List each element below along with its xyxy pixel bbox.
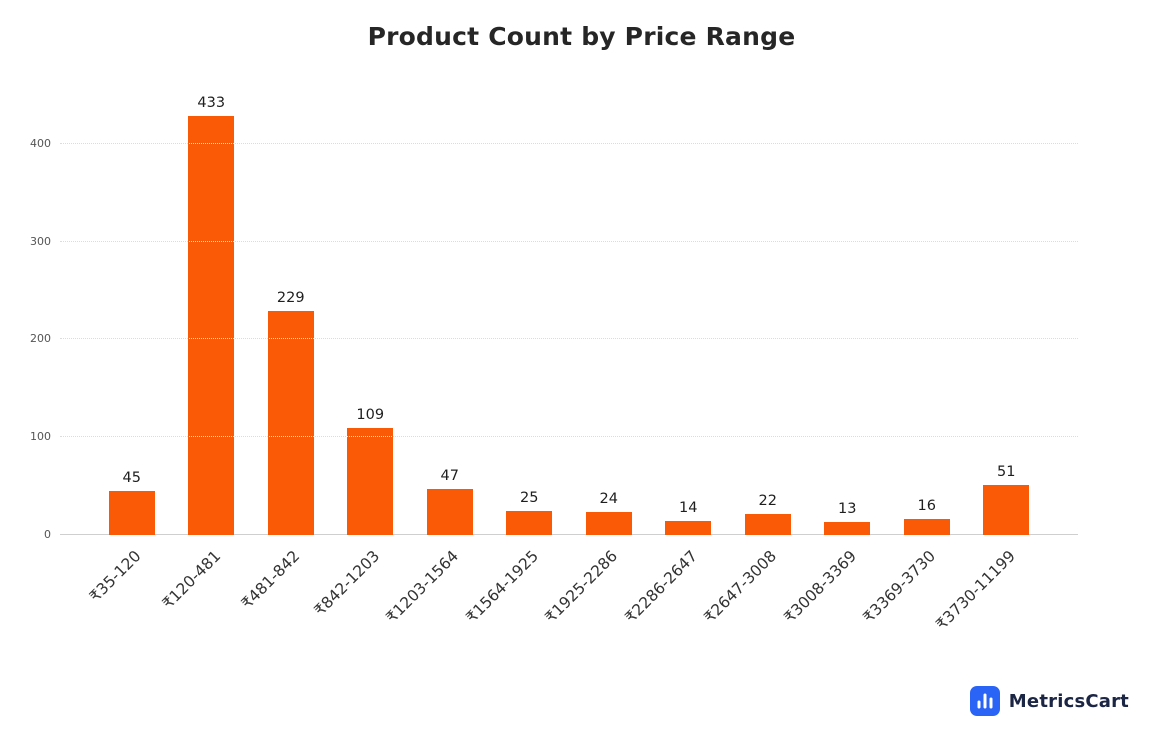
gridline: [60, 240, 1078, 242]
x-axis-line: [60, 534, 1078, 535]
bar-group: 47 ₹1203-1564: [383, 95, 490, 626]
bar-group: 13 ₹3008-3369: [781, 95, 888, 626]
bar: [267, 311, 314, 535]
y-axis-tick-label: 0: [44, 528, 51, 541]
bar-value-label: 13: [838, 501, 857, 518]
bar-group: 24 ₹1925-2286: [542, 95, 649, 626]
gridline: [60, 436, 1078, 438]
bar: [744, 513, 791, 535]
bar: [983, 485, 1030, 535]
bar-group: 14 ₹2286-2647: [622, 95, 729, 626]
bar: [824, 522, 871, 535]
x-axis-tick-label: ₹2647-3008: [701, 547, 781, 627]
bar-group: 45 ₹35-120: [86, 95, 172, 606]
x-axis-tick-label: ₹3008-3369: [780, 547, 860, 627]
bar-value-label: 22: [758, 492, 777, 509]
bar: [426, 489, 473, 535]
bar: [665, 521, 712, 535]
bar-value-label: 433: [197, 95, 226, 111]
metricscart-logo: MetricsCart: [969, 686, 1129, 716]
bar-value-label: 229: [276, 290, 305, 307]
x-axis-tick-label: ₹842-1203: [310, 547, 383, 620]
bar-value-label: 16: [917, 498, 936, 515]
bar: [903, 519, 950, 535]
bar: [506, 510, 553, 535]
chart-title: Product Count by Price Range: [367, 22, 796, 51]
bar: [188, 116, 235, 535]
x-axis-tick-label: ₹3369-3730: [860, 547, 940, 627]
x-axis-tick-label: ₹481-842: [237, 547, 304, 613]
x-axis-tick-label: ₹1925-2286: [542, 547, 622, 627]
bar-value-label: 47: [440, 468, 459, 485]
bar-group: 25 ₹1564-1925: [463, 95, 570, 626]
bar-group: 22 ₹2647-3008: [701, 95, 808, 626]
x-axis-tick-label: ₹1564-1925: [462, 547, 542, 627]
x-axis-tick-label: ₹2286-2647: [621, 547, 701, 627]
bar: [585, 511, 632, 535]
y-axis-tick-label: 100: [30, 430, 51, 444]
x-axis-tick-label: ₹35-120: [85, 547, 145, 606]
x-axis-tick-label: ₹120-481: [158, 547, 224, 613]
bar-value-label: 109: [356, 407, 385, 424]
bar-chart-icon: [969, 686, 1000, 716]
bar-value-label: 24: [599, 490, 618, 507]
y-axis-tick-label: 200: [30, 332, 51, 346]
bar-group: 433 ₹120-481: [158, 95, 252, 612]
bars-row: 45 ₹35-120 433 ₹120-481 229 ₹481-842 109 ₹842-1…: [86, 95, 1047, 633]
gridline: [60, 338, 1078, 340]
plot-area: 45 ₹35-120 433 ₹120-481 229 ₹481-842 109 ₹842-1…: [30, 95, 1078, 633]
bar-value-label: 14: [679, 500, 698, 517]
bar-value-label: 25: [520, 489, 539, 506]
y-axis-tick-label: 300: [30, 234, 51, 248]
bar-group: 16 ₹3369-3730: [860, 95, 967, 626]
bar-value-label: 45: [122, 470, 141, 486]
bar-group: 51 ₹3730-11199: [933, 95, 1047, 633]
gridline: [60, 142, 1078, 144]
bar-value-label: 51: [997, 464, 1016, 481]
x-axis-tick-label: ₹3730-11199: [932, 547, 1019, 634]
y-axis-tick-label: 400: [30, 136, 51, 150]
x-axis-tick-label: ₹1203-1564: [383, 547, 463, 627]
brand-name: MetricsCart: [1008, 690, 1129, 712]
bar: [108, 491, 155, 535]
bar: [347, 428, 394, 535]
bar-group: 109 ₹842-1203: [310, 95, 411, 619]
bar-group: 229 ₹481-842: [238, 95, 331, 612]
